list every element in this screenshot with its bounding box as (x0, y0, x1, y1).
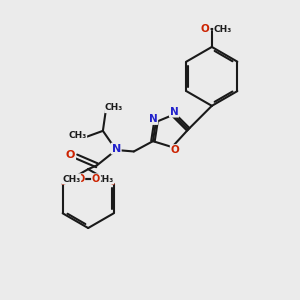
Text: N: N (148, 114, 157, 124)
Text: O: O (201, 24, 210, 34)
Text: O: O (76, 174, 85, 184)
Text: CH₃: CH₃ (105, 103, 123, 112)
Text: CH₃: CH₃ (95, 175, 114, 184)
Text: CH₃: CH₃ (214, 25, 232, 34)
Text: N: N (112, 143, 121, 154)
Text: O: O (66, 150, 75, 160)
Text: N: N (170, 107, 178, 117)
Text: O: O (171, 145, 179, 155)
Text: CH₃: CH₃ (68, 131, 86, 140)
Text: CH₃: CH₃ (62, 175, 80, 184)
Text: O: O (92, 174, 100, 184)
